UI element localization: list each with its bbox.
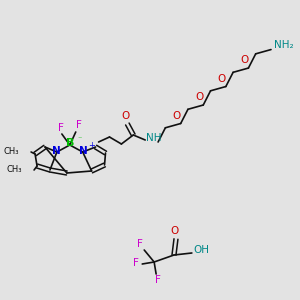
Text: O: O [240, 55, 249, 65]
Text: F: F [76, 120, 82, 130]
Text: O: O [218, 74, 226, 83]
Text: O: O [121, 111, 130, 121]
Text: F: F [137, 239, 143, 249]
Text: NH: NH [146, 133, 162, 143]
Text: F: F [58, 123, 64, 133]
Text: N: N [79, 146, 88, 156]
Text: O: O [172, 110, 181, 121]
Text: CH₃: CH₃ [4, 146, 19, 155]
Text: ⁻: ⁻ [77, 134, 82, 143]
Text: N: N [52, 146, 60, 156]
Text: NH₂: NH₂ [274, 40, 294, 50]
Text: O: O [171, 226, 179, 236]
Text: CH₃: CH₃ [7, 164, 22, 173]
Text: +: + [88, 142, 95, 151]
Text: F: F [155, 275, 161, 285]
Text: O: O [195, 92, 203, 102]
Text: F: F [133, 258, 139, 268]
Text: B: B [66, 138, 74, 148]
Text: OH: OH [194, 245, 210, 255]
